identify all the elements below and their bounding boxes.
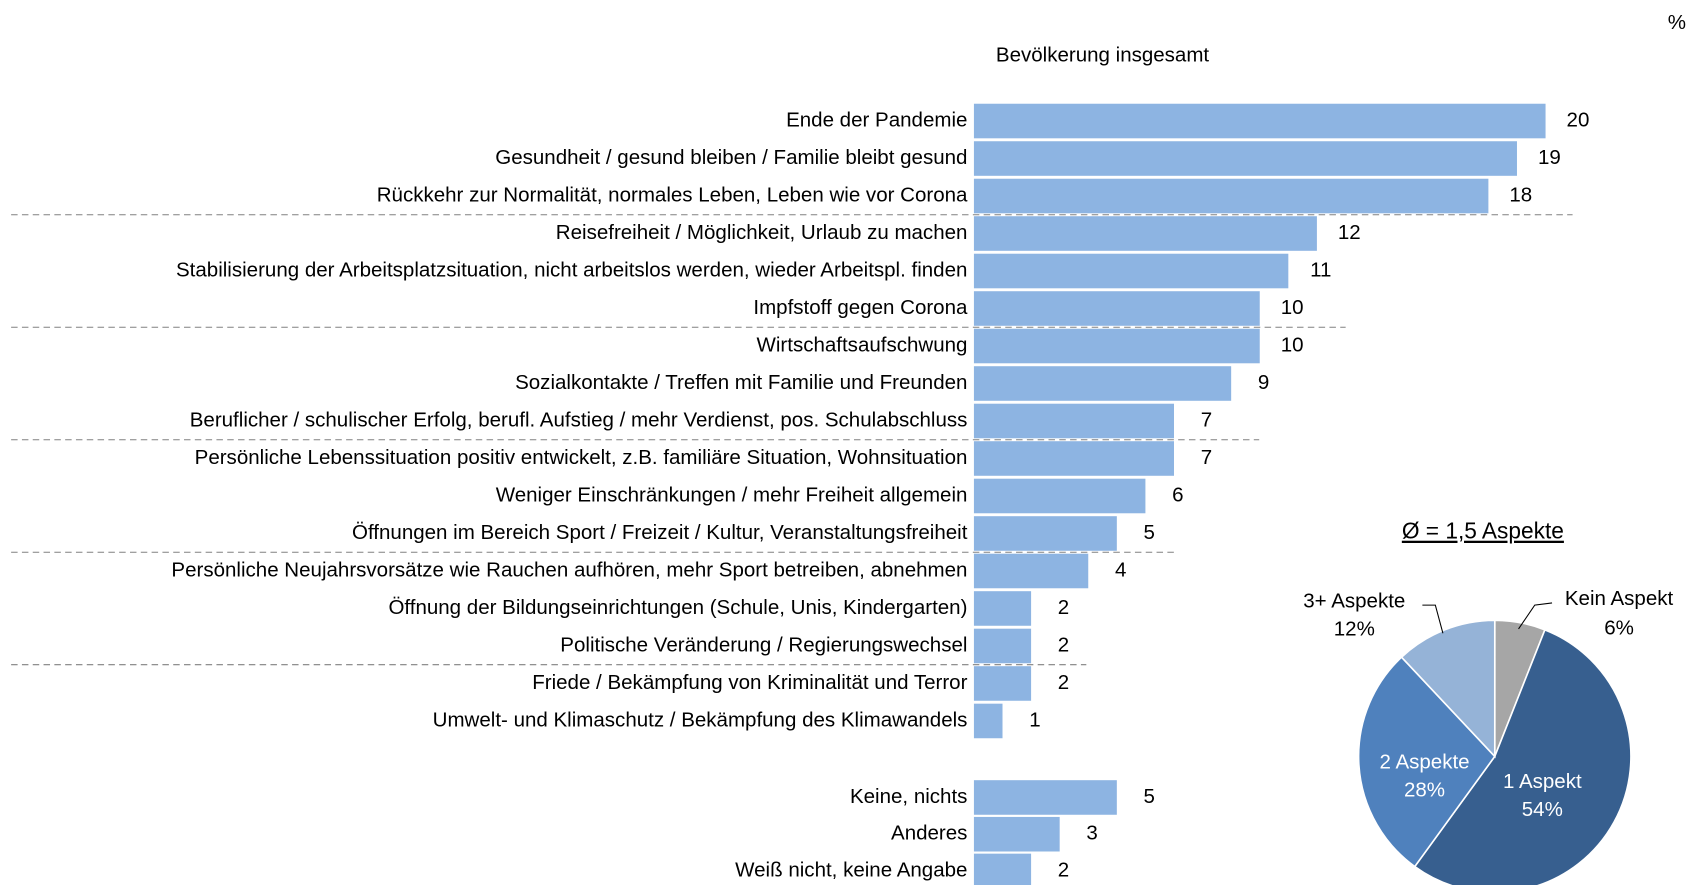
- value-label: 20: [1567, 108, 1590, 131]
- bar: [973, 516, 1117, 551]
- pie-label: 2 Aspekte: [1379, 750, 1469, 773]
- value-label: 2: [1058, 858, 1069, 881]
- category-label: Beruflicher / schulischer Erfolg, berufl…: [190, 408, 968, 431]
- category-label: Öffnungen im Bereich Sport / Freizeit / …: [352, 521, 968, 544]
- category-label: Keine, nichts: [850, 785, 967, 808]
- bar: [973, 366, 1232, 401]
- pie-slice: [1357, 656, 1496, 868]
- value-label: 12: [1338, 221, 1361, 244]
- bar: [973, 591, 1032, 626]
- value-label: 11: [1310, 258, 1331, 281]
- unit-label: %: [1668, 11, 1686, 34]
- bar: [973, 253, 1289, 289]
- bar: [973, 478, 1146, 514]
- category-label: Impfstoff gegen Corona: [753, 296, 968, 319]
- bar: [973, 628, 1032, 664]
- category-label: Weniger Einschränkungen / mehr Freiheit …: [496, 483, 968, 506]
- pie-label: Kein Aspekt: [1565, 587, 1674, 610]
- category-label: Rückkehr zur Normalität, normales Leben,…: [377, 183, 968, 206]
- value-label: 6: [1172, 483, 1183, 506]
- value-label: 5: [1144, 521, 1155, 544]
- category-label: Persönliche Lebenssituation positiv entw…: [195, 446, 968, 469]
- bar: [973, 216, 1317, 251]
- bar: [973, 328, 1260, 364]
- value-label: 9: [1258, 371, 1269, 394]
- bar: [973, 780, 1117, 815]
- leader-line: [1422, 604, 1444, 634]
- category-label: Persönliche Neujahrsvorsätze wie Rauchen…: [171, 558, 967, 581]
- category-label: Wirtschaftsaufschwung: [757, 333, 968, 356]
- value-label: 7: [1201, 446, 1212, 469]
- category-label: Anderes: [891, 822, 967, 845]
- pie-title: Ø = 1,5 Aspekte: [1402, 518, 1564, 544]
- category-label: Sozialkontakte / Treffen mit Familie und…: [515, 371, 967, 394]
- pie-slice: [1400, 619, 1496, 759]
- category-label: Gesundheit / gesund bleiben / Familie bl…: [495, 146, 967, 169]
- value-label: 2: [1058, 671, 1069, 694]
- leader-line: [1518, 602, 1553, 630]
- category-label: Politische Veränderung / Regierungswechs…: [560, 633, 967, 656]
- value-label: 7: [1201, 408, 1212, 431]
- value-label: 18: [1509, 183, 1532, 206]
- value-label: 2: [1058, 633, 1069, 656]
- value-label: 3: [1086, 822, 1097, 845]
- bar: [973, 403, 1174, 439]
- bar: [973, 441, 1174, 476]
- pie-value-label: 28%: [1404, 778, 1445, 801]
- category-label: Friede / Bekämpfung von Kriminalität und…: [532, 671, 967, 694]
- chart-subtitle: Bevölkerung insgesamt: [996, 44, 1210, 67]
- bar: [973, 553, 1089, 589]
- value-label: 10: [1281, 333, 1304, 356]
- value-label: 10: [1281, 296, 1304, 319]
- category-label: Reisefreiheit / Möglichkeit, Urlaub zu m…: [556, 221, 968, 244]
- pie-slice: [1413, 628, 1632, 890]
- value-label: 4: [1115, 558, 1126, 581]
- bar: [973, 816, 1060, 852]
- value-label: 5: [1144, 785, 1155, 808]
- bar: [973, 178, 1489, 214]
- pie-value-label: 12%: [1334, 617, 1375, 640]
- category-label: Öffnung der Bildungseinrichtungen (Schul…: [388, 596, 967, 619]
- bar: [973, 291, 1260, 326]
- value-label: 1: [1029, 708, 1040, 731]
- category-label: Umwelt- und Klimaschutz / Bekämpfung des…: [433, 708, 968, 731]
- value-label: 2: [1058, 596, 1069, 619]
- pie-label: 1 Aspekt: [1503, 770, 1582, 793]
- bar: [973, 666, 1032, 701]
- category-label: Ende der Pandemie: [786, 108, 967, 131]
- bar: [973, 141, 1517, 176]
- pie-value-label: 54%: [1522, 798, 1563, 821]
- bar: [973, 853, 1032, 889]
- bar: [973, 703, 1003, 739]
- category-label: Weiß nicht, keine Angabe: [735, 858, 967, 881]
- pie-label: 3+ Aspekte: [1303, 589, 1405, 612]
- value-label: 19: [1538, 146, 1561, 169]
- category-label: Stabilisierung der Arbeitsplatzsituation…: [176, 258, 967, 281]
- pie-value-label: 6%: [1604, 616, 1634, 639]
- bar: [973, 103, 1546, 139]
